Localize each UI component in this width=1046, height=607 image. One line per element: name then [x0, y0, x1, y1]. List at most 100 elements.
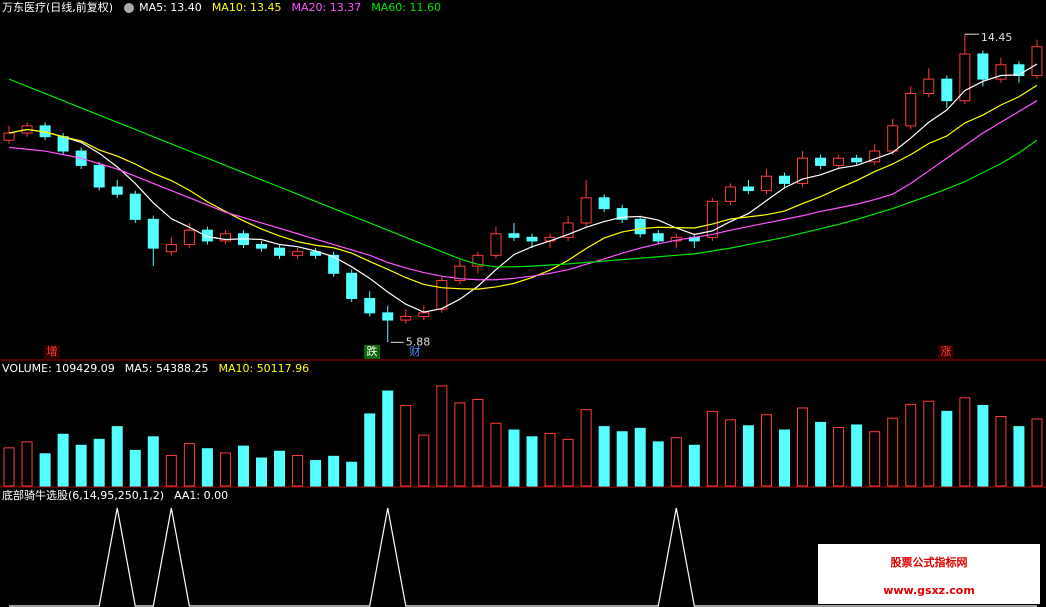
event-marker: 涨 [941, 345, 952, 358]
legend-label: 底部骑牛选股(6,14,95,250,1,2) [2, 488, 164, 502]
volume-bar [292, 454, 304, 487]
marker-box [364, 345, 380, 359]
marker-box [938, 345, 954, 359]
volume-bar [580, 409, 592, 487]
volume-bar [652, 441, 664, 487]
candle-body [274, 247, 286, 256]
high-label: 14.45 [981, 31, 1013, 44]
ma-line [8, 63, 1038, 313]
volume-bar [1031, 418, 1043, 487]
volume-bar [815, 421, 827, 487]
candle-body [977, 53, 989, 80]
candle-body [905, 93, 917, 127]
volume-bar [328, 455, 340, 487]
volume-bar [57, 433, 69, 487]
volume-bar [129, 449, 141, 487]
volume-bar [959, 397, 971, 487]
event-marker: 跌 [367, 344, 378, 358]
candle-body [418, 312, 430, 317]
volume-bar [779, 429, 790, 487]
volume-bar [616, 431, 628, 487]
volume-bar [183, 443, 195, 487]
legend-label: MA5: 13.40 [139, 1, 202, 14]
watermark-box [818, 544, 1040, 604]
volume-bar [670, 437, 682, 487]
candle-body [833, 157, 845, 166]
candle-body [111, 186, 123, 195]
volume-bar [418, 434, 430, 487]
volume-bar [454, 402, 466, 487]
volume-bar [688, 444, 700, 487]
volume-bar [833, 426, 845, 487]
volume-bar [165, 454, 177, 487]
candle-body [851, 157, 863, 163]
marker-box [44, 345, 60, 359]
candle-body [652, 233, 664, 242]
candle-body [328, 254, 340, 274]
candle-body [3, 132, 15, 141]
candle-body [760, 175, 772, 192]
volume-bar [598, 426, 610, 487]
candle-body [147, 218, 159, 249]
candle-body [887, 125, 899, 152]
volume-bar [724, 419, 736, 487]
volume-bar [508, 429, 520, 487]
candle-body [724, 186, 736, 202]
ma-line [8, 100, 1038, 281]
candle-body [382, 312, 394, 321]
candle-body [562, 222, 574, 238]
volume-bar [490, 422, 502, 487]
candle-body [346, 272, 358, 299]
volume-bar [742, 425, 754, 487]
ma-line [8, 84, 1038, 290]
volume-bar [382, 390, 394, 487]
candle-body [941, 78, 953, 102]
volume-bar [310, 460, 322, 487]
legend-label: MA20: 13.37 [292, 1, 362, 14]
volume-bar [760, 414, 772, 487]
candle-body [923, 78, 935, 95]
candle-body [400, 315, 412, 321]
volume-bar [797, 407, 809, 487]
candle-body [292, 251, 304, 256]
candle-body [490, 233, 502, 256]
event-marker: 增 [47, 344, 58, 358]
candle-body [364, 297, 376, 314]
candle-body [995, 64, 1007, 80]
candle-body [634, 218, 646, 235]
volume-bar [472, 399, 484, 487]
candle-body [93, 164, 105, 188]
volume-bar [256, 457, 267, 487]
candle-body [472, 254, 484, 267]
candle-body [616, 208, 628, 220]
candle-body [57, 136, 69, 152]
legend-label: 万东医疗(日线,前复权) [2, 0, 113, 14]
candle-body [436, 279, 448, 310]
volume-bar [201, 448, 213, 487]
candle-body [797, 157, 809, 184]
candle-body [219, 233, 231, 242]
candle-body [256, 244, 267, 249]
low-label: 5.88 [406, 335, 431, 348]
legend-label: MA5: 54388.25 [125, 362, 209, 375]
legend-label: MA10: 13.45 [212, 1, 282, 14]
volume-bar [887, 417, 899, 487]
candle-body [526, 236, 538, 242]
candle-body [815, 157, 827, 166]
volume-bar [400, 404, 412, 487]
volume-bar [851, 424, 863, 487]
candle-body [706, 200, 718, 238]
candle-body [454, 265, 466, 281]
volume-bar [436, 385, 448, 487]
volume-bar [562, 438, 574, 487]
volume-bar [526, 436, 538, 487]
watermark: 股票公式指标网 www.gsxz.com [818, 544, 1040, 604]
volume-bar [364, 413, 376, 487]
candle-body [959, 53, 971, 102]
volume-bar [75, 444, 87, 487]
candle-body [310, 251, 322, 256]
volume-bar [923, 400, 935, 487]
candle-body [183, 229, 195, 246]
